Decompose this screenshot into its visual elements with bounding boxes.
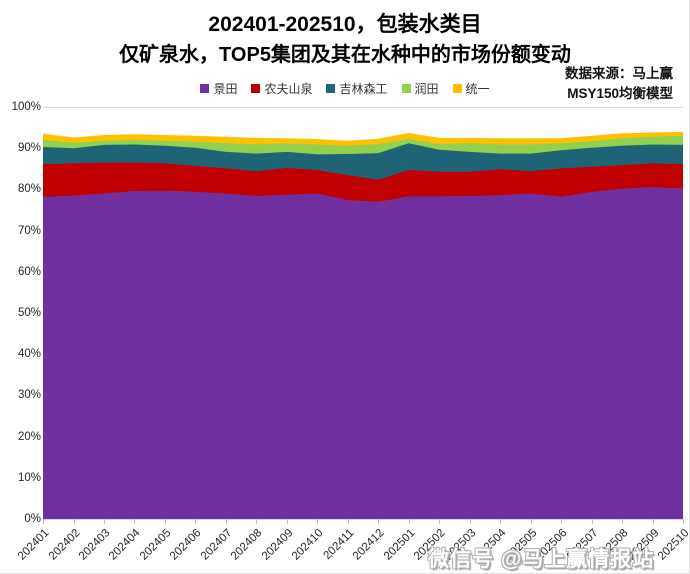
legend-label: 景田	[213, 82, 238, 96]
gridline-0pct	[43, 519, 683, 520]
legend-swatch-icon	[452, 84, 462, 93]
x-axis-tick	[530, 519, 532, 524]
y-tick-label: 60%	[17, 265, 41, 278]
plot-area	[43, 107, 683, 520]
x-axis-tick	[43, 519, 44, 524]
x-axis-tick	[591, 519, 593, 524]
y-tick-label: 90%	[17, 142, 41, 155]
legend-label: 吉林森工	[339, 82, 388, 96]
x-axis-tick	[104, 519, 105, 524]
legend-swatch-icon	[326, 84, 336, 93]
data-source-line2: MSY150均衡模型	[567, 86, 673, 101]
x-axis-tick	[652, 519, 654, 524]
data-source-line1: 数据来源：马上赢	[565, 66, 673, 81]
legend-item-4: 统一	[452, 80, 490, 97]
x-axis-tick	[317, 519, 319, 524]
x-axis-tick	[73, 519, 75, 524]
chart-title-line1: 202401-202510，包装水类目	[208, 13, 482, 36]
x-axis-tick	[134, 519, 136, 524]
x-axis-tick	[439, 519, 441, 524]
y-tick-label: 100%	[11, 101, 41, 113]
data-source-note: 数据来源：马上赢 MSY150均衡模型	[565, 64, 673, 104]
x-axis-tick	[500, 519, 502, 524]
x-axis-tick	[225, 519, 227, 524]
y-tick-label: 50%	[17, 307, 41, 319]
y-tick-label: 80%	[17, 183, 41, 196]
watermark: 微信号 @马上赢情报站	[428, 548, 655, 571]
y-tick-label: 0%	[24, 513, 41, 525]
x-axis-tick	[347, 519, 349, 524]
x-axis-tick	[195, 519, 197, 524]
legend-label: 农夫山泉	[264, 82, 313, 96]
legend-swatch-icon	[251, 84, 261, 93]
x-axis-tick	[683, 519, 684, 524]
x-axis-tick	[286, 519, 288, 524]
x-axis-tick	[378, 519, 380, 524]
x-axis-tick	[469, 519, 471, 524]
legend-item-2: 吉林森工	[326, 80, 388, 97]
gridline-100pct	[43, 107, 683, 108]
legend-item-3: 润田	[401, 80, 439, 97]
stacked-area-chart	[43, 131, 683, 519]
legend-label: 润田	[414, 82, 439, 96]
x-axis-tick	[561, 519, 563, 524]
legend-item-0: 景田	[200, 80, 237, 97]
legend-swatch-icon	[401, 84, 411, 93]
x-axis-tick	[622, 519, 623, 524]
x-axis-tick	[408, 519, 410, 524]
chart-title-line2: 仅矿泉水，TOP5集团及其在水种中的市场份额变动	[119, 44, 571, 66]
y-tick-label: 30%	[17, 389, 41, 402]
legend-swatch-icon	[200, 84, 210, 93]
y-tick-label: 70%	[17, 224, 41, 237]
y-tick-label: 20%	[17, 430, 41, 443]
y-tick-label: 10%	[17, 471, 41, 484]
legend-item-1: 农夫山泉	[251, 80, 312, 97]
area-series-景田	[43, 186, 683, 519]
x-axis-tick	[256, 519, 258, 524]
chart-legend: 景田 农夫山泉 吉林森工 润田 统一	[0, 80, 689, 97]
y-tick-label: 40%	[17, 348, 41, 361]
legend-label: 统一	[465, 82, 490, 96]
x-axis-tick	[164, 519, 166, 524]
